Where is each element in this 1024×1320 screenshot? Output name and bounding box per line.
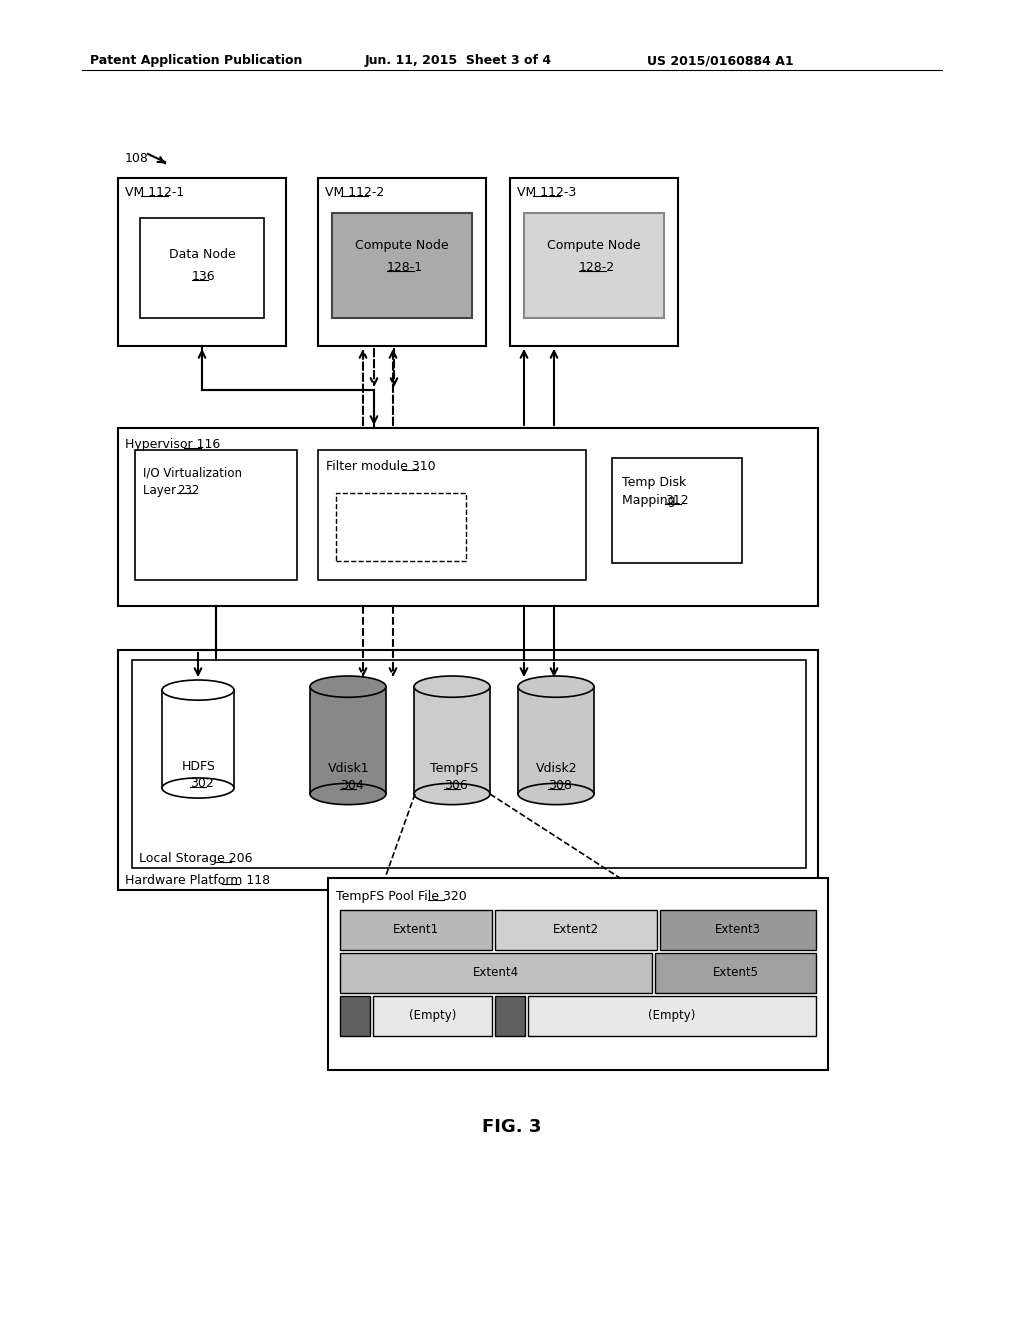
Bar <box>132 660 806 869</box>
Text: Vdisk1: Vdisk1 <box>328 762 370 775</box>
Text: Extent2: Extent2 <box>553 923 599 936</box>
Bar <box>135 450 297 579</box>
Ellipse shape <box>414 783 490 805</box>
Text: Extent1: Extent1 <box>393 923 439 936</box>
Bar <box>518 686 594 795</box>
Text: 306: 306 <box>444 779 468 792</box>
Text: 108: 108 <box>125 152 148 165</box>
Text: 308: 308 <box>548 779 571 792</box>
Text: 302: 302 <box>190 777 214 789</box>
Text: 312: 312 <box>665 494 688 507</box>
Bar <box>310 686 386 795</box>
Bar <box>118 428 818 606</box>
Text: 128-2: 128-2 <box>579 261 615 275</box>
Text: VM 112-1: VM 112-1 <box>125 186 184 199</box>
Text: Patent Application Publication: Patent Application Publication <box>90 54 302 67</box>
Text: Local Storage 206: Local Storage 206 <box>139 851 253 865</box>
Bar <box>140 218 264 318</box>
Bar <box>118 178 286 346</box>
Ellipse shape <box>414 676 490 697</box>
Text: HDFS: HDFS <box>182 760 216 774</box>
Bar <box>332 213 472 318</box>
Text: I/O Virtualization: I/O Virtualization <box>143 466 242 479</box>
Bar <box>318 450 586 579</box>
Bar <box>336 492 466 561</box>
Bar <box>496 909 657 950</box>
Bar <box>528 997 816 1036</box>
Text: Vdisk2: Vdisk2 <box>536 762 578 775</box>
Text: VM 112-3: VM 112-3 <box>517 186 577 199</box>
Ellipse shape <box>310 676 386 697</box>
Text: Jun. 11, 2015  Sheet 3 of 4: Jun. 11, 2015 Sheet 3 of 4 <box>365 54 552 67</box>
Text: Temp Disk: Temp Disk <box>622 477 686 488</box>
Bar <box>340 953 652 993</box>
Text: Hardware Platform 118: Hardware Platform 118 <box>125 874 270 887</box>
Text: Extent5: Extent5 <box>713 966 759 979</box>
Bar <box>118 649 818 890</box>
Text: TempFS Pool File 320: TempFS Pool File 320 <box>336 890 467 903</box>
Bar <box>373 997 493 1036</box>
Text: Compute Node: Compute Node <box>547 239 641 252</box>
Text: FIG. 3: FIG. 3 <box>482 1118 542 1137</box>
Text: Hypervisor 116: Hypervisor 116 <box>125 438 220 451</box>
Text: Compute Node: Compute Node <box>355 239 449 252</box>
Bar <box>162 690 234 788</box>
Bar <box>654 953 816 993</box>
Text: Extent3: Extent3 <box>715 923 761 936</box>
Ellipse shape <box>162 680 234 700</box>
Bar <box>340 909 493 950</box>
Text: Filter module 310: Filter module 310 <box>326 459 435 473</box>
Text: US 2015/0160884 A1: US 2015/0160884 A1 <box>647 54 794 67</box>
Bar <box>612 458 742 564</box>
Text: (Empty): (Empty) <box>648 1008 696 1022</box>
Ellipse shape <box>518 783 594 805</box>
Bar <box>318 178 486 346</box>
Text: Layer: Layer <box>143 484 180 498</box>
Bar <box>660 909 816 950</box>
Text: 304: 304 <box>340 779 364 792</box>
Text: Mapping: Mapping <box>622 494 680 507</box>
Ellipse shape <box>310 783 386 805</box>
Bar <box>414 686 490 795</box>
Ellipse shape <box>518 676 594 697</box>
Text: Extent4: Extent4 <box>473 966 519 979</box>
Ellipse shape <box>162 777 234 799</box>
Text: 136: 136 <box>193 271 216 282</box>
Bar <box>510 178 678 346</box>
Bar <box>328 878 828 1071</box>
Text: (Empty): (Empty) <box>409 1008 457 1022</box>
Bar <box>496 997 525 1036</box>
Text: Data Node: Data Node <box>169 248 236 261</box>
Text: 128-1: 128-1 <box>387 261 423 275</box>
Text: 232: 232 <box>177 484 200 498</box>
Bar <box>524 213 664 318</box>
Bar <box>340 997 370 1036</box>
Text: TempFS: TempFS <box>430 762 478 775</box>
Text: VM 112-2: VM 112-2 <box>325 186 384 199</box>
